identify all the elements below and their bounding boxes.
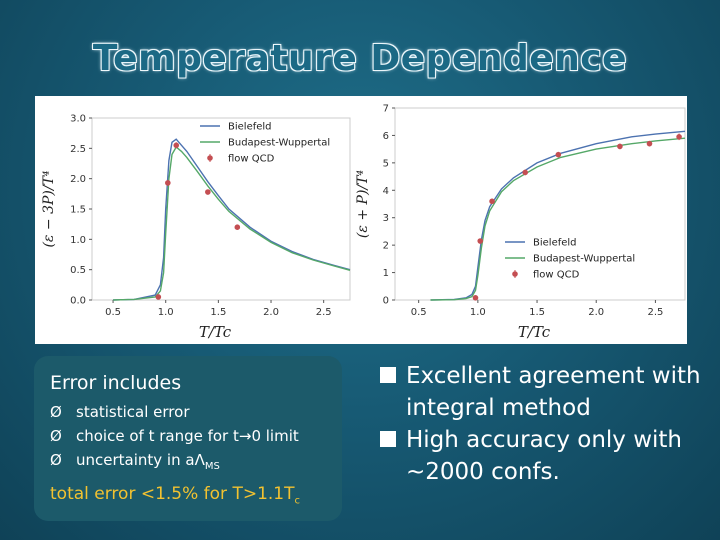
chart-1: 0.0 0.5 1.0 1.5 2.0 2.5 3.0 0.5 1.0 1.5 2.0 2.5 T/Tc…	[41, 114, 351, 341]
conclusion-list: Excellent agreement with integral method…	[380, 360, 710, 488]
data-point	[477, 238, 484, 244]
y-tick-label: 3	[383, 213, 389, 224]
x-tick-label: 1.0	[158, 307, 174, 318]
y-axis-label: (ε − 3P)/T⁴	[41, 170, 57, 247]
series-line-budapest-wuppertal	[430, 137, 686, 301]
legend-point	[207, 155, 213, 161]
total-error-subscript: c	[294, 495, 301, 507]
error-box-header: Error includes	[50, 372, 182, 394]
data-point	[489, 198, 495, 205]
x-axis-label: T/Tc	[518, 323, 551, 341]
conclusion-text: Excellent agreement with integral method	[406, 363, 701, 421]
y-tick-label: 3.0	[70, 114, 86, 125]
y-tick-label: 0.5	[70, 265, 86, 276]
y-tick-label: 0	[383, 296, 389, 307]
figure-panel: 0.0 0.5 1.0 1.5 2.0 2.5 3.0 0.5 1.0 1.5 2.0 2.5 T/Tc…	[35, 96, 687, 344]
x-tick-label: 1.5	[529, 307, 545, 318]
series-line-bielefeld	[430, 130, 686, 301]
legend-label: Budapest-Wuppertal	[228, 138, 330, 149]
y-tick-label: 2.5	[70, 144, 86, 155]
conclusion-item: Excellent agreement with integral method	[380, 360, 710, 424]
y-tick-label: 0.0	[70, 296, 86, 307]
y-tick-label: 1	[383, 268, 389, 279]
slide-title: Temperature Dependence	[92, 38, 628, 79]
square-bullet-icon	[380, 367, 396, 383]
x-tick-label: 0.5	[105, 307, 121, 318]
data-point	[165, 180, 171, 186]
conclusion-item: High accuracy only with ~2000 confs.	[380, 424, 710, 488]
x-tick-label: 2.0	[588, 307, 604, 318]
error-item-text: statistical error	[76, 403, 190, 421]
y-tick-label: 2.0	[70, 174, 86, 185]
x-tick-label: 2.5	[647, 307, 663, 318]
x-tick-label: 2.0	[263, 307, 279, 318]
total-error-text: total error <1.5% for T>1.1Tc	[50, 484, 300, 506]
x-tick-label: 1.5	[210, 307, 226, 318]
legend-label: Budapest-Wuppertal	[533, 254, 635, 265]
arrow-bullet-icon: Ø	[50, 427, 62, 445]
plot-frame	[394, 107, 686, 301]
series-line-budapest-wuppertal	[113, 146, 351, 301]
y-tick-label: 5	[383, 158, 389, 169]
y-tick-label: 2	[383, 241, 389, 252]
x-tick-label: 0.5	[411, 307, 427, 318]
arrow-bullet-icon: Ø	[50, 451, 62, 469]
x-tick-label: 1.0	[470, 307, 486, 318]
data-point	[173, 142, 180, 149]
conclusion-text: High accuracy only with ~2000 confs.	[406, 427, 683, 485]
error-item-subscript: MS	[204, 461, 220, 472]
error-item-text: choice of t range for t→0 limit	[76, 427, 299, 445]
series-line-bielefeld	[113, 138, 351, 301]
y-tick-label: 4	[383, 186, 389, 197]
y-tick-label: 1.5	[70, 205, 86, 216]
total-error-main: total error <1.5% for T>1.1T	[50, 484, 295, 504]
data-point	[676, 134, 682, 140]
data-point	[555, 151, 562, 158]
y-tick-label: 1.0	[70, 235, 86, 246]
arrow-bullet-icon: Ø	[50, 403, 62, 421]
square-bullet-icon	[380, 431, 396, 447]
charts-svg: 0.0 0.5 1.0 1.5 2.0 2.5 3.0 0.5 1.0 1.5 2.0 2.5 T/Tc…	[41, 104, 686, 341]
y-axis-label: (ε + P)/T⁴	[355, 170, 371, 239]
error-item-text: uncertainty in aΛ	[76, 451, 205, 469]
data-point	[617, 143, 623, 150]
y-tick-label: 6	[383, 131, 389, 142]
x-axis-label: T/Tc	[199, 323, 232, 341]
legend-label: flow QCD	[228, 154, 275, 165]
chart-2: 0 1 2 3 4 5 6 7 0.5 1.0 1.5 2.0 2.5 T/Tc (ε + P)/T⁴ Bie…	[355, 104, 686, 341]
data-point	[646, 140, 653, 147]
legend-label: Bielefeld	[533, 238, 577, 249]
y-tick-label: 7	[383, 104, 389, 115]
data-point	[155, 294, 162, 300]
legend-point	[512, 271, 518, 277]
data-point	[205, 189, 211, 195]
legend-label: Bielefeld	[228, 122, 272, 133]
data-point	[522, 169, 529, 176]
data-point	[472, 295, 479, 301]
x-tick-label: 2.5	[316, 307, 332, 318]
legend-label: flow QCD	[533, 270, 580, 281]
data-point	[234, 224, 241, 230]
